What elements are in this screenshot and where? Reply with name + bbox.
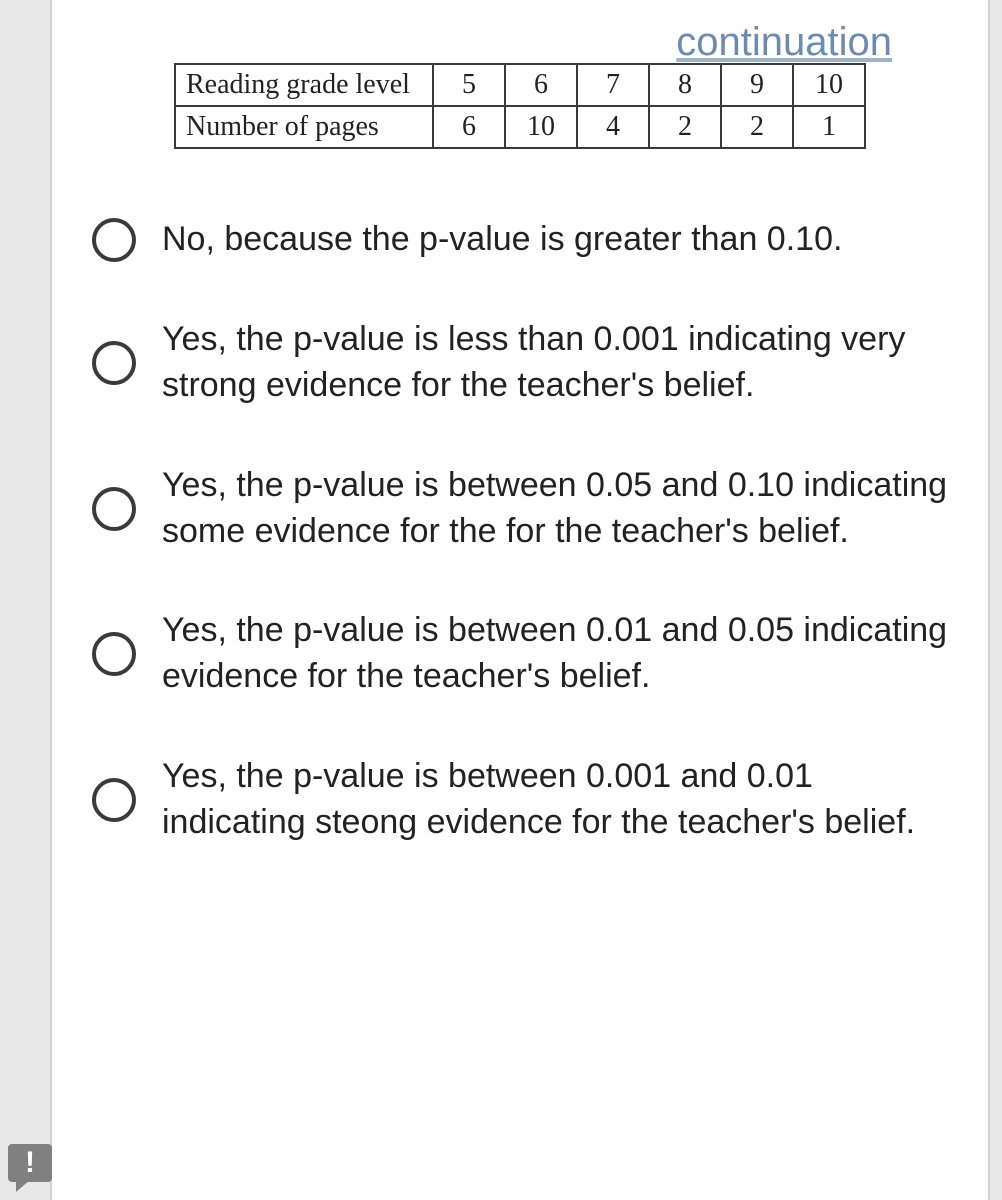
option-b[interactable]: Yes, the p-value is less than 0.001 indi…: [92, 317, 952, 409]
table-cell: 6: [433, 106, 505, 148]
radio-icon[interactable]: [92, 487, 136, 531]
table-cell: 10: [505, 106, 577, 148]
question-card: continuation Reading grade level 5 6 7 8…: [50, 0, 990, 1200]
table-row: Number of pages 6 10 4 2 2 1: [175, 106, 865, 148]
radio-icon[interactable]: [92, 632, 136, 676]
option-d[interactable]: Yes, the p-value is between 0.01 and 0.0…: [92, 608, 952, 700]
data-table-wrap: Reading grade level 5 6 7 8 9 10 Number …: [80, 63, 960, 149]
feedback-button[interactable]: !: [8, 1144, 60, 1192]
row-label: Number of pages: [175, 106, 433, 148]
table-row: Reading grade level 5 6 7 8 9 10: [175, 64, 865, 106]
option-text: Yes, the p-value is between 0.01 and 0.0…: [162, 608, 952, 700]
option-e[interactable]: Yes, the p-value is between 0.001 and 0.…: [92, 754, 952, 846]
option-text: Yes, the p-value is between 0.05 and 0.1…: [162, 463, 952, 555]
feedback-icon: !: [8, 1144, 52, 1182]
speech-tail-icon: [16, 1180, 30, 1192]
row-label: Reading grade level: [175, 64, 433, 106]
table-cell: 8: [649, 64, 721, 106]
option-a[interactable]: No, because the p-value is greater than …: [92, 217, 952, 263]
answer-options: No, because the p-value is greater than …: [80, 217, 960, 846]
table-cell: 6: [505, 64, 577, 106]
table-cell: 2: [721, 106, 793, 148]
option-text: Yes, the p-value is less than 0.001 indi…: [162, 317, 952, 409]
option-text: No, because the p-value is greater than …: [162, 217, 952, 263]
table-cell: 4: [577, 106, 649, 148]
option-text: Yes, the p-value is between 0.001 and 0.…: [162, 754, 952, 846]
radio-icon[interactable]: [92, 218, 136, 262]
continuation-label: continuation: [80, 20, 960, 65]
table-cell: 9: [721, 64, 793, 106]
radio-icon[interactable]: [92, 341, 136, 385]
feedback-glyph: !: [25, 1146, 35, 1180]
radio-icon[interactable]: [92, 778, 136, 822]
table-cell: 7: [577, 64, 649, 106]
data-table: Reading grade level 5 6 7 8 9 10 Number …: [174, 63, 866, 149]
table-cell: 10: [793, 64, 865, 106]
table-cell: 1: [793, 106, 865, 148]
table-cell: 2: [649, 106, 721, 148]
table-cell: 5: [433, 64, 505, 106]
option-c[interactable]: Yes, the p-value is between 0.05 and 0.1…: [92, 463, 952, 555]
